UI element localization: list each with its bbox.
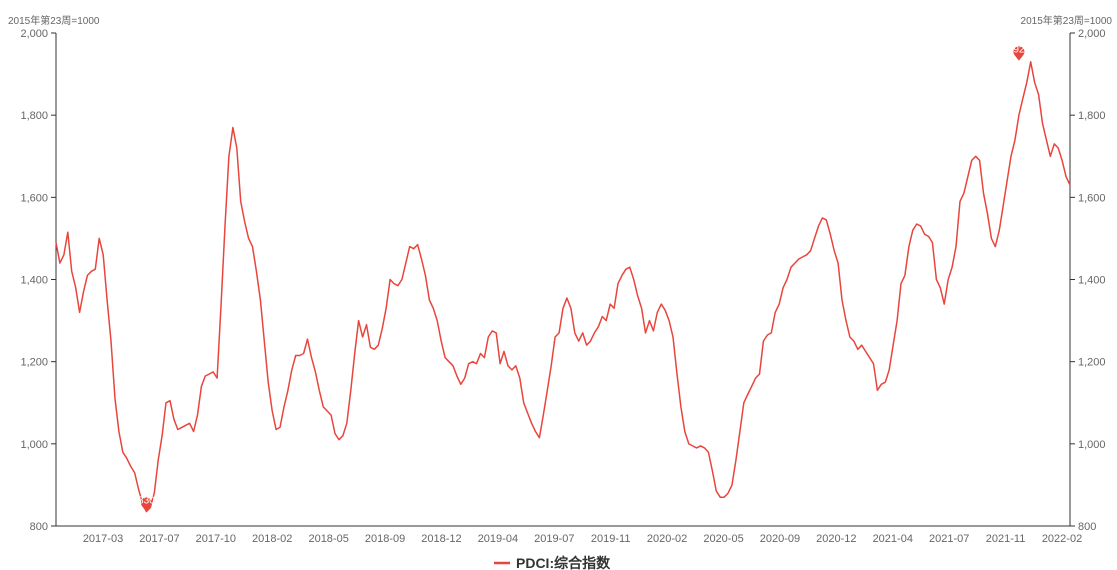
right-axis-tick-label: 800 bbox=[1078, 521, 1096, 533]
right-axis-tick-label: 1,200 bbox=[1078, 357, 1106, 369]
left-axis-tick-label: 800 bbox=[30, 521, 48, 533]
x-axis-tick-label: 2017-07 bbox=[139, 533, 179, 545]
right-axis: 800 1,000 1,200 1,400 1,600 1,800 2,000 bbox=[1069, 28, 1106, 533]
x-axis-tick-label: 2021-07 bbox=[929, 533, 969, 545]
max-marker-label: 1928 bbox=[1008, 45, 1031, 56]
x-axis-tick-label: 2018-02 bbox=[252, 533, 292, 545]
legend[interactable]: PDCI:综合指数 bbox=[494, 555, 611, 570]
left-axis-tick-label: 1,600 bbox=[20, 192, 48, 204]
left-axis-tick-label: 1,400 bbox=[20, 275, 48, 287]
x-axis-tick-label: 2020-12 bbox=[816, 533, 856, 545]
x-axis-tick-label: 2020-05 bbox=[703, 533, 743, 545]
x-axis-tick-label: 2021-04 bbox=[873, 533, 913, 545]
right-axis-tick-label: 1,000 bbox=[1078, 439, 1106, 451]
left-axis-unit: 2015年第23周=1000 bbox=[8, 14, 100, 27]
x-axis-tick-label: 2018-12 bbox=[421, 533, 461, 545]
min-marker-pin bbox=[140, 497, 152, 512]
markers: 830 1928 bbox=[138, 45, 1030, 512]
x-axis-tick-label: 2018-09 bbox=[365, 533, 405, 545]
x-axis-tick-label: 2020-09 bbox=[760, 533, 800, 545]
right-axis-tick-label: 1,600 bbox=[1078, 192, 1106, 204]
left-axis-tick-label: 1,800 bbox=[20, 110, 48, 122]
x-axis-tick-label: 2022-02 bbox=[1042, 533, 1082, 545]
right-axis-tick-label: 1,400 bbox=[1078, 275, 1106, 287]
max-marker-pin bbox=[1013, 46, 1025, 61]
x-axis-tick-label: 2021-11 bbox=[986, 533, 1026, 545]
x-axis-tick-label: 2018-05 bbox=[308, 533, 348, 545]
x-axis-tick-label: 2019-11 bbox=[591, 533, 631, 545]
min-value-marker: 830 bbox=[138, 496, 155, 512]
right-axis-tick-label: 1,800 bbox=[1078, 110, 1106, 122]
series-line bbox=[55, 61, 1071, 513]
right-axis-unit: 2015年第23周=1000 bbox=[1021, 14, 1113, 27]
left-axis-tick-label: 2,000 bbox=[20, 28, 48, 40]
x-axis-tick-label: 2017-10 bbox=[196, 533, 236, 545]
right-axis-tick-label: 2,000 bbox=[1078, 28, 1106, 40]
x-axis-tick-label: 2017-03 bbox=[83, 533, 123, 545]
left-axis: 800 1,000 1,200 1,400 1,600 1,800 2,000 bbox=[20, 28, 57, 533]
x-axis-tick-label: 2020-02 bbox=[647, 533, 687, 545]
x-axis-tick-label: 2019-04 bbox=[478, 533, 518, 545]
x-axis: 2017-03 2017-07 2017-10 2018-02 2018-05 2018-… bbox=[56, 525, 1082, 545]
x-axis-tick-label: 2019-07 bbox=[534, 533, 574, 545]
legend-label: PDCI:综合指数 bbox=[516, 555, 611, 570]
max-value-marker: 1928 bbox=[1008, 45, 1031, 61]
left-axis-tick-label: 1,000 bbox=[20, 439, 48, 451]
min-marker-label: 830 bbox=[138, 496, 155, 507]
left-axis-tick-label: 1,200 bbox=[20, 357, 48, 369]
